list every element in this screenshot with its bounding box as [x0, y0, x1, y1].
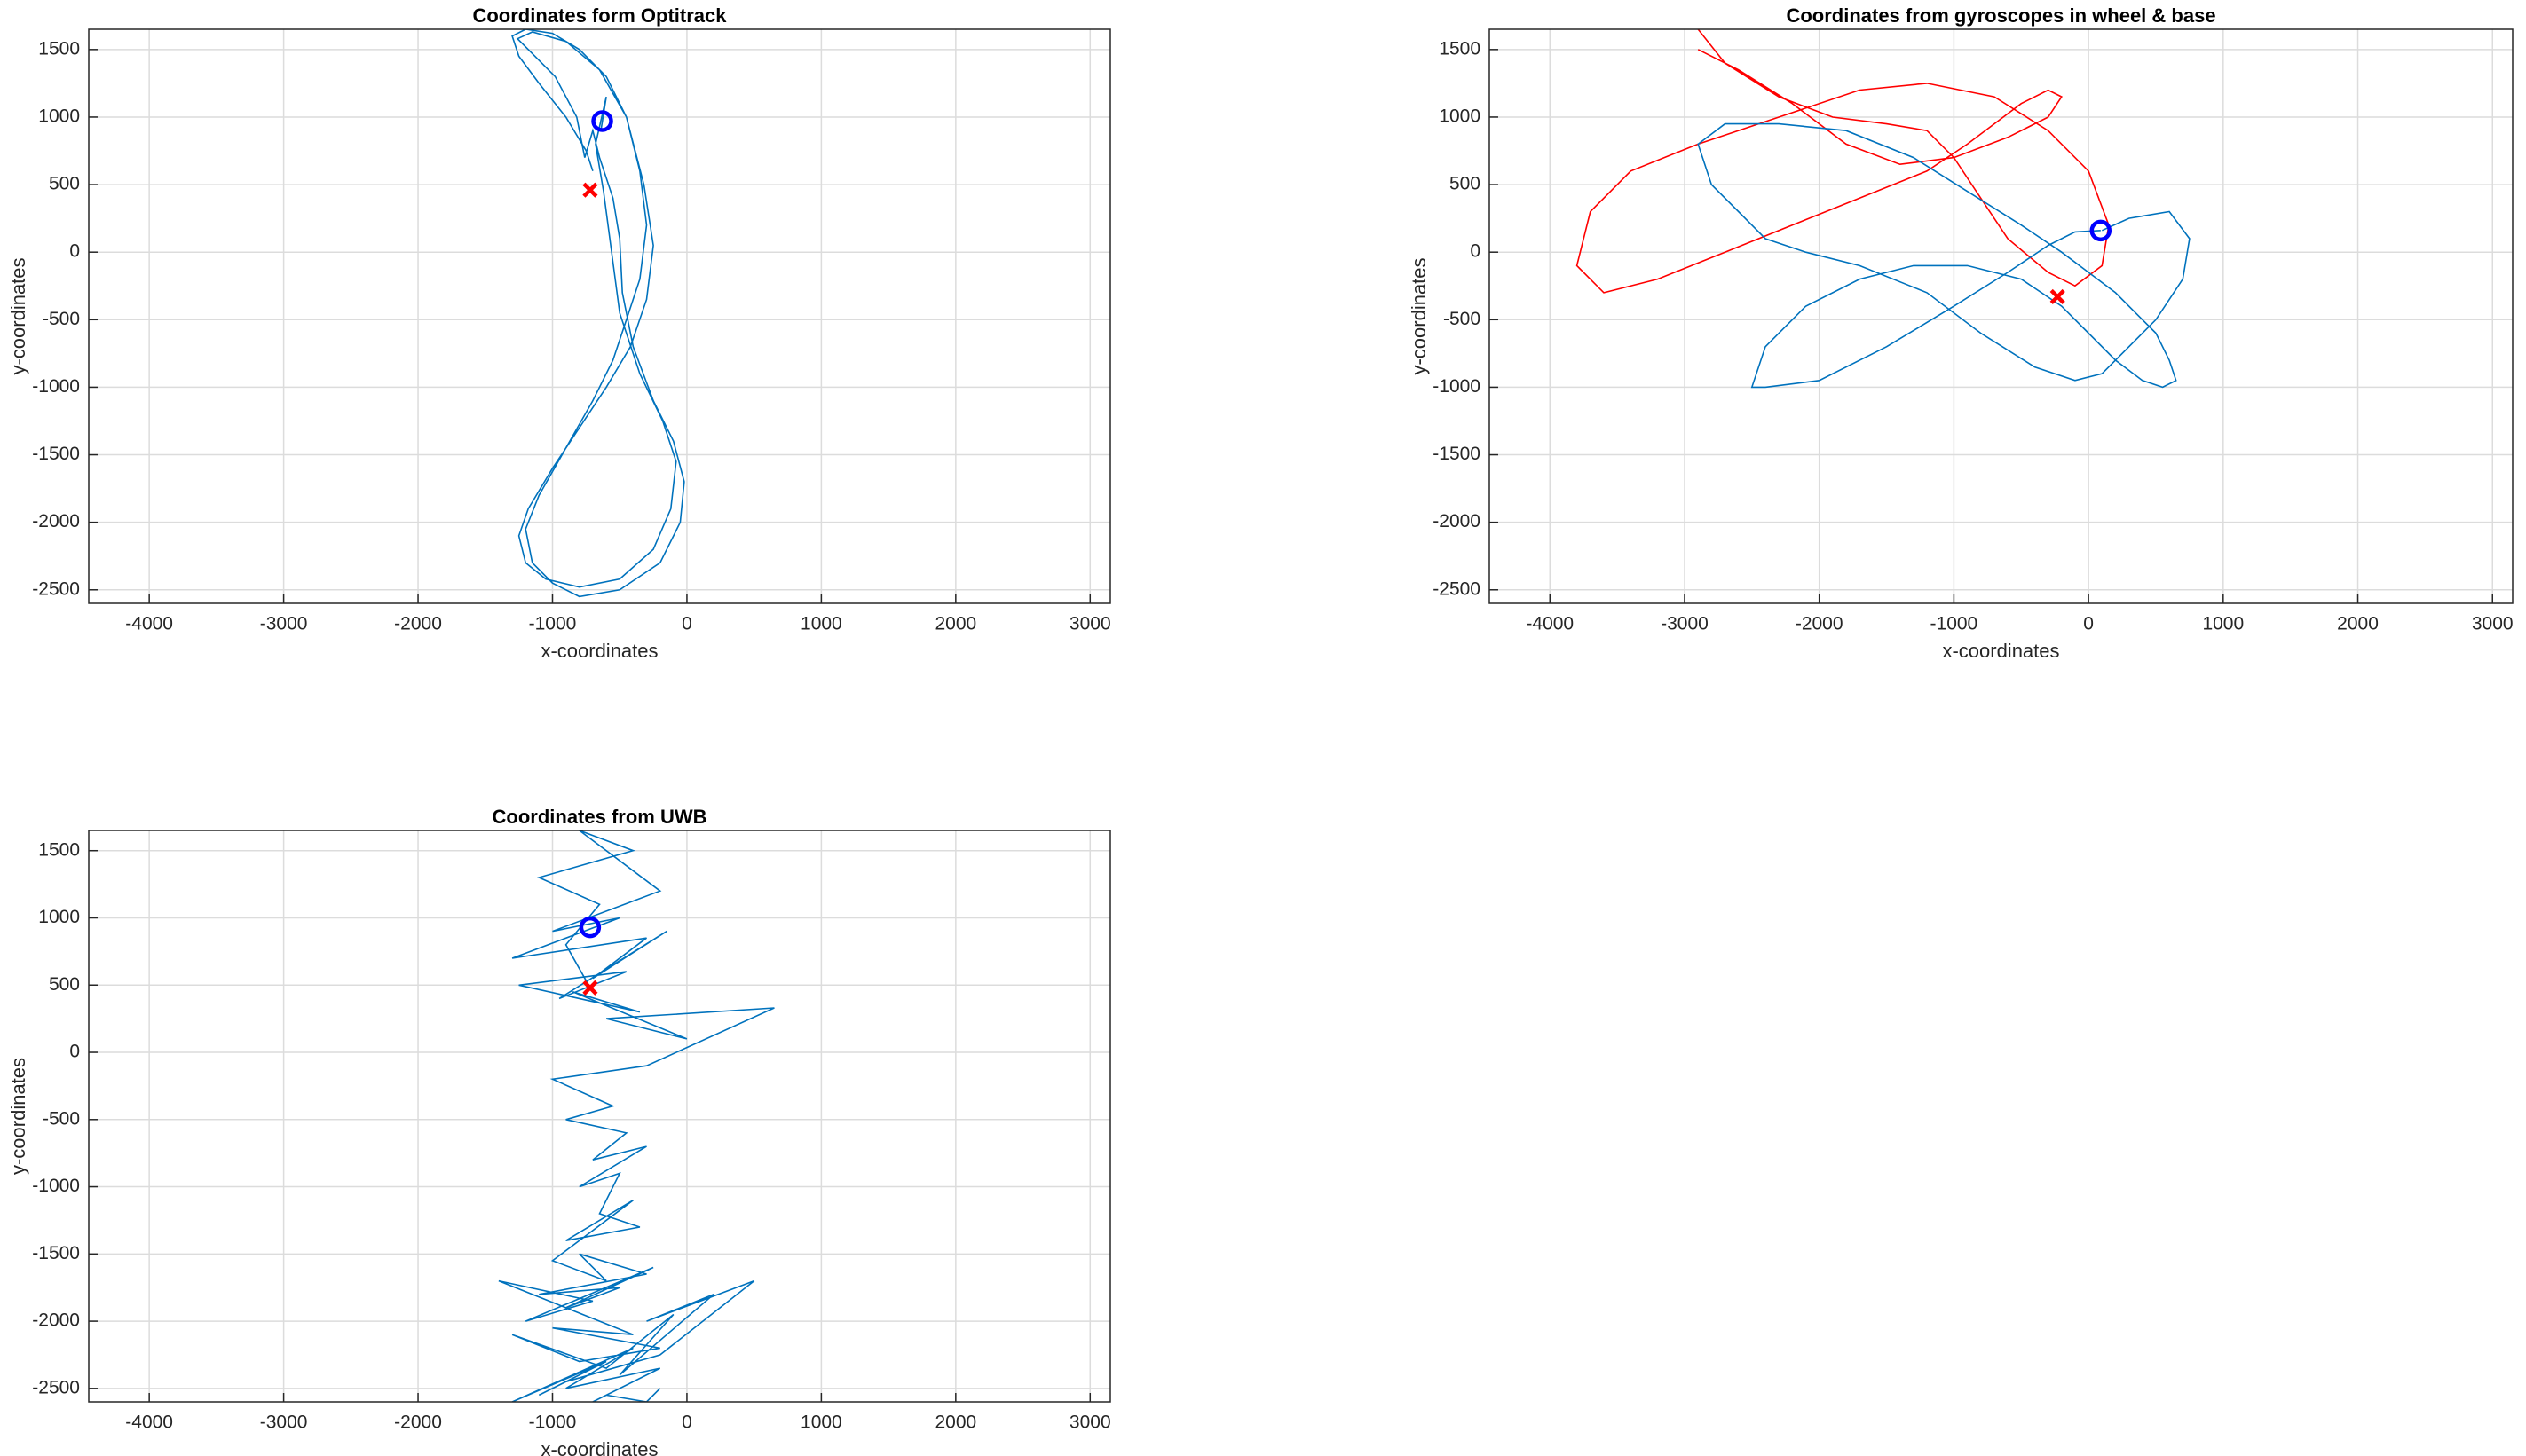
axes-box	[88, 28, 1111, 604]
y-tick-label: 500	[49, 974, 80, 995]
x-tick-label: 2000	[935, 614, 976, 634]
y-tick-label: -2500	[1433, 578, 1480, 599]
y-tick-label: -2000	[32, 511, 80, 531]
end-marker	[2049, 288, 2065, 305]
x-tick-label: -3000	[1661, 614, 1709, 634]
y-tick-label: -1000	[32, 376, 80, 397]
plot-area	[1489, 29, 2513, 603]
axes: -4000 -3000 -2000 -1000 0 1000 2000 3000 -2500 -2…	[7, 806, 1111, 1456]
y-tick-label: -1500	[32, 1243, 80, 1263]
y-tick-label: -2000	[1433, 511, 1480, 531]
start-marker	[579, 916, 602, 939]
x-tick-label: -3000	[260, 614, 308, 634]
x-tick-label: 1000	[801, 1413, 842, 1433]
y-tick-label: -1500	[32, 444, 80, 464]
x-tick-label: 0	[2083, 614, 2094, 634]
x-tick-label: -3000	[260, 1413, 308, 1433]
y-tick-label: -500	[43, 1108, 80, 1129]
start-marker	[2089, 219, 2112, 242]
x-tick-label: -2000	[1796, 614, 1843, 634]
trajectory-line	[1575, 29, 2110, 294]
data-layer	[1575, 29, 2191, 389]
y-tick-label: 0	[1470, 241, 1480, 262]
x-axis-label: x-coordinates	[541, 640, 658, 662]
trajectory-line	[1697, 122, 2191, 389]
x-tick-label: 2000	[935, 1413, 976, 1433]
axes-box	[88, 830, 1111, 1403]
x-tick-label: -1000	[529, 614, 577, 634]
x-axis-label: x-coordinates	[1942, 640, 2059, 662]
y-tick-label: 1000	[38, 106, 80, 126]
plot-area	[89, 830, 1110, 1402]
y-tick-label: -2000	[32, 1310, 80, 1331]
x-tick-label: -4000	[125, 1413, 173, 1433]
axes: -4000 -3000 -2000 -1000 0 1000 2000 3000 -2500 -2…	[1408, 4, 2514, 662]
trajectory-line	[511, 29, 685, 598]
y-tick-label: 500	[49, 174, 80, 194]
y-tick-label: 0	[69, 1042, 80, 1062]
x-tick-label: 3000	[2472, 614, 2514, 634]
y-axis-label: y-coordinates	[7, 1058, 29, 1175]
chart-title: Coordinates form Optitrack	[472, 4, 727, 27]
y-tick-label: -500	[43, 309, 80, 329]
axes: -4000 -3000 -2000 -1000 0 1000 2000 3000 -2500 -2…	[7, 4, 1111, 662]
y-tick-label: 500	[1449, 174, 1480, 194]
y-tick-label: 1500	[1439, 38, 1480, 59]
x-tick-label: 2000	[2337, 614, 2379, 634]
y-tick-label: -1000	[1433, 376, 1480, 397]
x-tick-label: 3000	[1070, 1413, 1111, 1433]
y-tick-label: 0	[69, 241, 80, 262]
x-tick-label: -4000	[125, 614, 173, 634]
y-tick-label: 1500	[38, 839, 80, 860]
y-tick-label: -500	[1443, 309, 1480, 329]
y-tick-label: -2500	[32, 578, 80, 599]
axes-box	[1488, 28, 2514, 604]
y-axis-label: y-coordinates	[7, 257, 29, 374]
x-tick-label: 1000	[2202, 614, 2244, 634]
trajectory-line	[498, 830, 775, 1402]
y-axis-label: y-coordinates	[1408, 257, 1430, 374]
x-tick-label: 3000	[1070, 614, 1111, 634]
chart-title: Coordinates from gyroscopes in wheel & b…	[1786, 4, 2215, 27]
y-tick-label: -2500	[32, 1377, 80, 1397]
x-tick-label: -1000	[529, 1413, 577, 1433]
x-tick-label: -4000	[1526, 614, 1574, 634]
y-tick-label: -1000	[32, 1176, 80, 1196]
y-tick-label: -1500	[1433, 444, 1480, 464]
data-layer	[511, 29, 685, 598]
y-tick-label: 1000	[38, 907, 80, 927]
x-tick-label: -2000	[394, 1413, 442, 1433]
x-tick-label: 0	[682, 614, 692, 634]
x-tick-label: -1000	[1930, 614, 1978, 634]
x-tick-label: 0	[682, 1413, 692, 1433]
x-tick-label: 1000	[801, 614, 842, 634]
x-tick-label: -2000	[394, 614, 442, 634]
end-marker	[582, 182, 598, 198]
plot-area	[89, 29, 1110, 603]
data-layer	[498, 830, 775, 1402]
start-marker	[591, 110, 613, 132]
y-tick-label: 1500	[38, 38, 80, 59]
x-axis-label: x-coordinates	[541, 1438, 658, 1456]
chart-title: Coordinates from UWB	[493, 806, 707, 828]
end-marker	[582, 980, 598, 996]
y-tick-label: 1000	[1439, 106, 1480, 126]
